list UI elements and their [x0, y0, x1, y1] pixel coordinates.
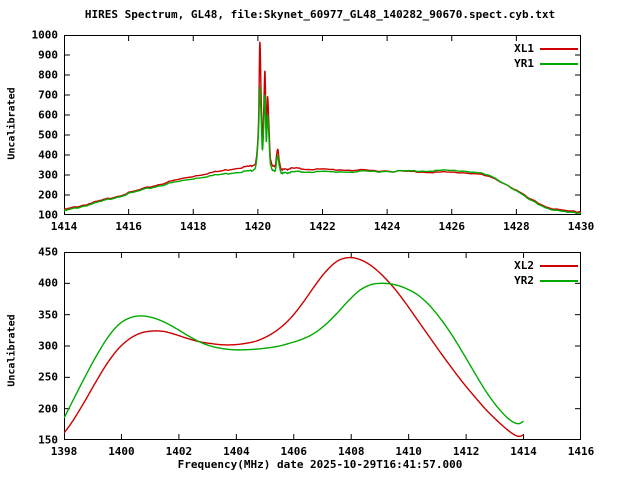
y-tick-label: 150: [38, 433, 58, 447]
x-tick-label: 1406: [280, 445, 308, 458]
x-tick-label: 1402: [165, 445, 193, 458]
y-tick-label: 900: [38, 48, 58, 62]
x-tick-label: 1414: [510, 445, 537, 458]
legend-label-yr2: YR2: [514, 274, 534, 287]
x-tick-label: 1400: [108, 445, 135, 458]
x-tick-label: 1426: [438, 220, 466, 233]
x-tick-label: 1416: [567, 445, 595, 458]
top-panel-frame: [64, 35, 581, 215]
y-tick-label: 400: [38, 276, 58, 290]
x-tick-label: 1414: [50, 220, 78, 233]
data-series-xl2: [64, 256, 525, 438]
bottom-panel-frame: [64, 252, 581, 440]
x-tick-label: 1408: [337, 445, 365, 458]
y-tick-label: 350: [38, 308, 58, 322]
top-panel-ticks: 1414 1416 1418 1420 1422 1424 1426 1428 1430 100 2…: [31, 28, 595, 234]
legend-label-xl2: XL2: [514, 259, 534, 272]
legend-label-xl1: XL1: [514, 42, 534, 55]
y-tick-label: 400: [38, 148, 58, 162]
bottom-panel: Uncalibrated 1398 1400 1402 1404 1406 1408 141…: [0, 240, 640, 480]
top-panel: Uncalibrated 1414 1416 1418 1420 1422 1424 142…: [7, 28, 595, 234]
y-tick-label: 200: [38, 402, 58, 416]
y-tick-label: 450: [38, 245, 58, 259]
x-axis-title: Frequency(MHz) date 2025-10-29T16:41:57.…: [177, 458, 463, 471]
y-tick-label: 200: [38, 188, 58, 202]
legend-item: XL1: [500, 41, 578, 56]
y-tick-label: 700: [38, 88, 58, 102]
data-series-xl1: [64, 41, 581, 214]
top-panel-canvas: [64, 35, 581, 215]
y-tick-label: 300: [38, 168, 58, 182]
x-tick-label: 1428: [503, 220, 530, 233]
x-tick-label: 1422: [309, 220, 336, 233]
y-tick-label: 800: [38, 68, 58, 82]
legend-label-yr1: YR1: [514, 57, 534, 70]
y-tick-label: 100: [38, 208, 58, 222]
y-tick-label: 600: [38, 108, 58, 122]
y-tick-label: 500: [38, 128, 58, 142]
y-tick-label: 300: [38, 339, 58, 353]
y-tick-label: 1000: [31, 28, 59, 42]
x-tick-label: 1424: [373, 220, 401, 233]
legend-item: YR1: [500, 56, 578, 71]
bottom-panel-canvas: [64, 252, 581, 440]
x-tick-label: 1430: [567, 220, 595, 233]
x-tick-label: 1404: [223, 445, 250, 458]
x-tick-label: 1410: [395, 445, 422, 458]
legend-swatch-yr1: [540, 62, 578, 65]
bottom-panel-legend: XL2 YR2: [500, 258, 578, 288]
legend-swatch-xl1: [540, 47, 578, 50]
top-panel-legend: XL1 YR1: [500, 41, 578, 71]
x-tick-label: 1412: [452, 445, 480, 458]
page-title: HIRES Spectrum, GL48, file:Skynet_60977_…: [84, 8, 556, 21]
legend-item: XL2: [500, 258, 578, 273]
x-tick-label: 1398: [50, 445, 78, 458]
x-tick-label: 1416: [115, 220, 142, 233]
data-series-yr1: [64, 86, 581, 215]
legend-swatch-xl2: [540, 264, 578, 267]
x-tick-label: 1420: [244, 220, 272, 233]
x-tick-label: 1418: [180, 220, 207, 233]
y-tick-label: 250: [38, 370, 58, 384]
legend-item: YR2: [500, 273, 578, 288]
data-series-yr2: [64, 282, 525, 425]
bottom-panel-ticks: 1398 1400 1402 1404 1406 1408 1410 1412 1414 1416…: [0, 240, 640, 480]
legend-swatch-yr2: [540, 279, 578, 282]
